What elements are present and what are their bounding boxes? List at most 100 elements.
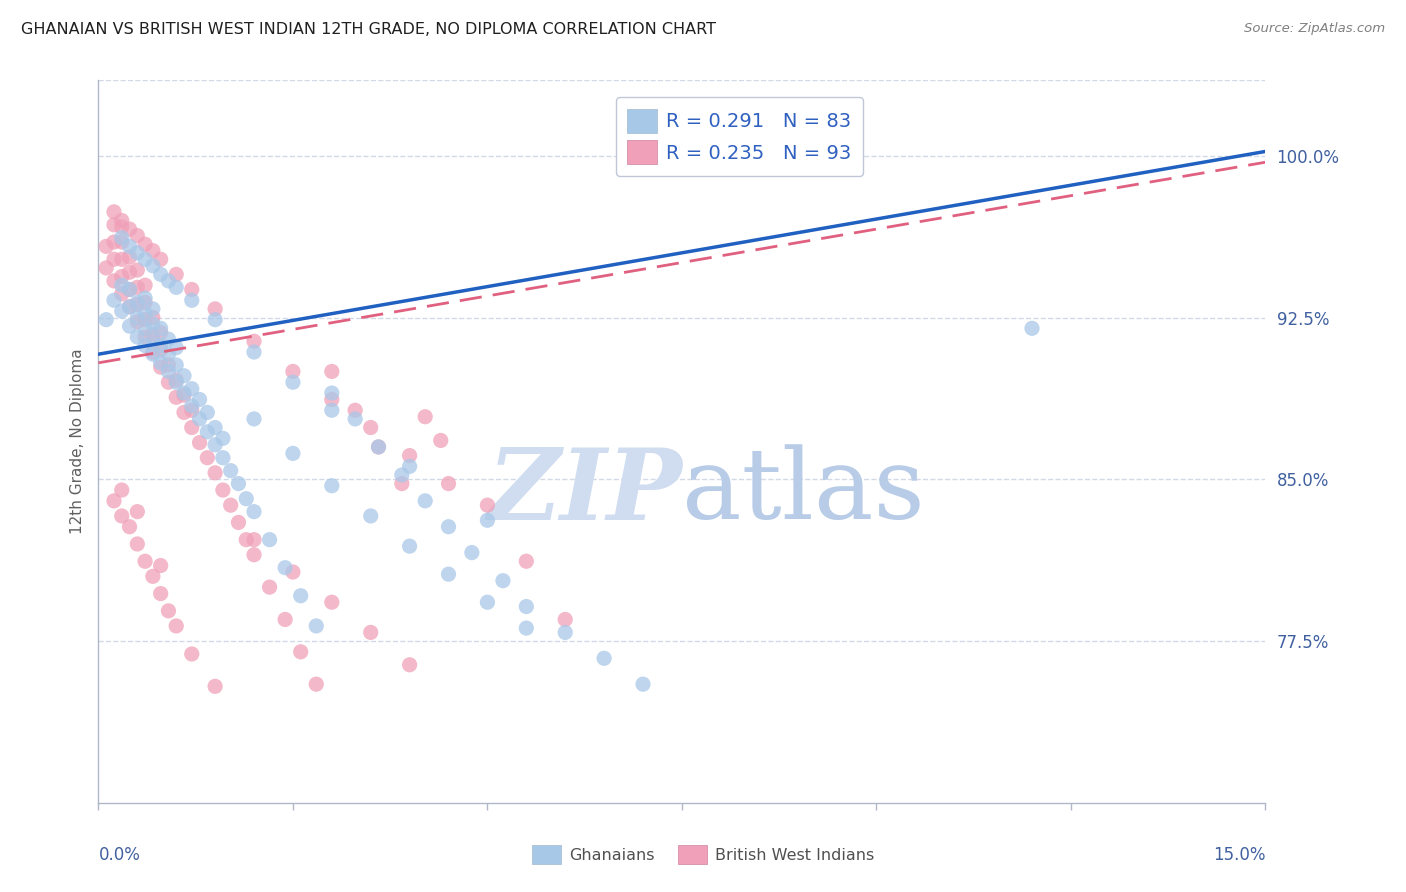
- Point: [165, 358, 187, 372]
- Point: [157, 274, 180, 288]
- Point: [134, 237, 156, 252]
- Point: [103, 274, 125, 288]
- Point: [195, 450, 218, 465]
- Point: [127, 330, 149, 344]
- Point: [118, 520, 141, 534]
- Point: [188, 435, 211, 450]
- Point: [142, 569, 165, 583]
- Point: [281, 376, 304, 390]
- Point: [344, 403, 367, 417]
- Point: [157, 347, 180, 361]
- Point: [118, 300, 141, 314]
- Point: [180, 647, 202, 661]
- Point: [118, 319, 141, 334]
- Point: [149, 268, 172, 282]
- Text: 0.0%: 0.0%: [98, 847, 141, 864]
- Point: [149, 326, 172, 340]
- Point: [243, 548, 266, 562]
- Point: [134, 312, 156, 326]
- Point: [134, 306, 156, 320]
- Point: [344, 412, 367, 426]
- Point: [134, 291, 156, 305]
- Point: [180, 403, 202, 417]
- Point: [1021, 321, 1043, 335]
- Point: [149, 356, 172, 370]
- Legend: Ghanaians, British West Indians: Ghanaians, British West Indians: [526, 838, 880, 871]
- Point: [103, 252, 125, 267]
- Point: [134, 321, 156, 335]
- Point: [149, 586, 172, 600]
- Point: [157, 376, 180, 390]
- Legend: R = 0.291   N = 83, R = 0.235   N = 93: R = 0.291 N = 83, R = 0.235 N = 93: [616, 97, 863, 176]
- Point: [118, 300, 141, 314]
- Point: [219, 498, 242, 512]
- Point: [413, 409, 436, 424]
- Point: [228, 476, 250, 491]
- Point: [398, 459, 420, 474]
- Point: [360, 625, 382, 640]
- Point: [391, 467, 413, 482]
- Point: [492, 574, 515, 588]
- Point: [461, 546, 484, 560]
- Point: [290, 589, 312, 603]
- Point: [118, 265, 141, 279]
- Point: [219, 464, 242, 478]
- Point: [180, 420, 202, 434]
- Point: [398, 657, 420, 672]
- Point: [118, 250, 141, 264]
- Point: [398, 539, 420, 553]
- Point: [173, 386, 195, 401]
- Point: [243, 345, 266, 359]
- Point: [188, 412, 211, 426]
- Point: [243, 412, 266, 426]
- Point: [142, 301, 165, 316]
- Point: [127, 297, 149, 311]
- Point: [195, 425, 218, 439]
- Point: [127, 537, 149, 551]
- Point: [127, 263, 149, 277]
- Point: [96, 239, 118, 253]
- Point: [367, 440, 389, 454]
- Point: [321, 403, 343, 417]
- Point: [134, 330, 156, 344]
- Point: [103, 235, 125, 249]
- Point: [111, 213, 134, 227]
- Point: [477, 595, 499, 609]
- Point: [437, 567, 460, 582]
- Point: [188, 392, 211, 407]
- Point: [204, 420, 226, 434]
- Point: [142, 244, 165, 258]
- Point: [180, 283, 202, 297]
- Point: [142, 259, 165, 273]
- Point: [173, 388, 195, 402]
- Point: [195, 405, 218, 419]
- Point: [127, 505, 149, 519]
- Point: [157, 358, 180, 372]
- Point: [111, 483, 134, 497]
- Point: [360, 420, 382, 434]
- Point: [157, 364, 180, 378]
- Point: [180, 293, 202, 308]
- Point: [281, 565, 304, 579]
- Point: [103, 204, 125, 219]
- Point: [134, 338, 156, 352]
- Point: [111, 235, 134, 249]
- Text: ZIP: ZIP: [486, 444, 682, 541]
- Point: [274, 612, 297, 626]
- Point: [305, 619, 328, 633]
- Point: [127, 228, 149, 243]
- Point: [127, 315, 149, 329]
- Point: [157, 332, 180, 346]
- Point: [134, 554, 156, 568]
- Point: [290, 645, 312, 659]
- Point: [165, 373, 187, 387]
- Point: [204, 312, 226, 326]
- Point: [413, 493, 436, 508]
- Point: [149, 338, 172, 352]
- Point: [118, 239, 141, 253]
- Point: [554, 612, 576, 626]
- Point: [321, 364, 343, 378]
- Point: [142, 317, 165, 331]
- Point: [321, 595, 343, 609]
- Point: [165, 280, 187, 294]
